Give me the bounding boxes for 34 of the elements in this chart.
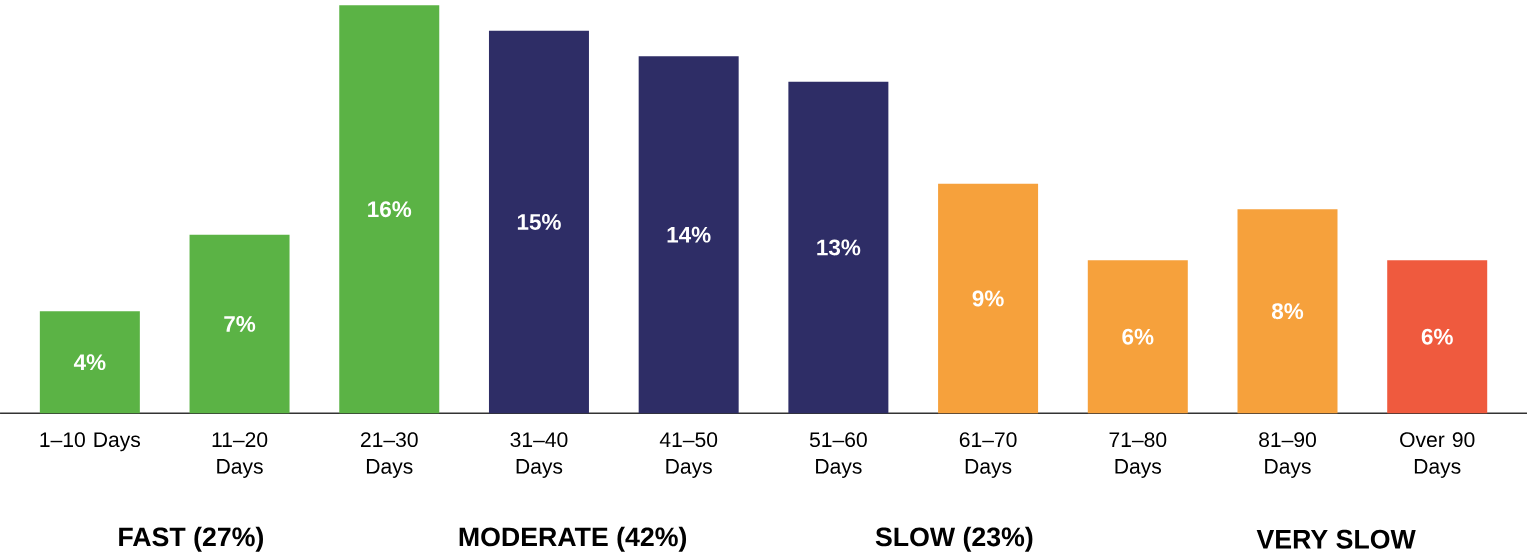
x-tick-label: 31–40 Days — [510, 432, 568, 478]
x-tick-label: 41–50 Days — [659, 432, 718, 478]
data-label: 13% — [817, 239, 861, 256]
bar — [1087, 260, 1188, 414]
x-tick-label: 51–60 Days — [809, 432, 867, 478]
data-label: 9% — [972, 290, 1004, 307]
data-label: 6% — [1122, 328, 1154, 345]
data-label: 15% — [517, 213, 561, 230]
text: VERY SLOW — [1256, 529, 1416, 549]
x-tick-label: Over 90 Days — [1400, 432, 1475, 478]
x-tick-label: 1–10 Days — [40, 432, 141, 452]
data-label: 4% — [73, 354, 106, 371]
x-tick-label: 21–30 Days — [361, 432, 418, 478]
text: MODERATE (42%) — [459, 526, 687, 552]
bar — [788, 81, 889, 414]
data-label: 6% — [1421, 328, 1453, 345]
text: SLOW (23%) — [875, 526, 1033, 552]
bar — [1387, 260, 1488, 414]
x-tick-label: 11–20 Days — [212, 432, 268, 478]
bar — [339, 5, 440, 414]
bar — [1237, 209, 1338, 414]
text: FAST (27%) — [119, 526, 263, 552]
bar — [189, 234, 290, 414]
x-tick-label: 61–70 Days — [959, 432, 1017, 478]
bar — [938, 183, 1039, 414]
data-label: 7% — [224, 315, 256, 332]
x-tick-label: 81–90 Days — [1259, 432, 1316, 478]
bar — [39, 311, 140, 414]
data-label: 16% — [368, 201, 412, 218]
bar — [488, 30, 589, 414]
x-tick-label: 71–80 Days — [1109, 432, 1167, 478]
bar — [638, 56, 739, 414]
data-label: 8% — [1271, 303, 1304, 320]
data-label: 14% — [667, 226, 711, 243]
